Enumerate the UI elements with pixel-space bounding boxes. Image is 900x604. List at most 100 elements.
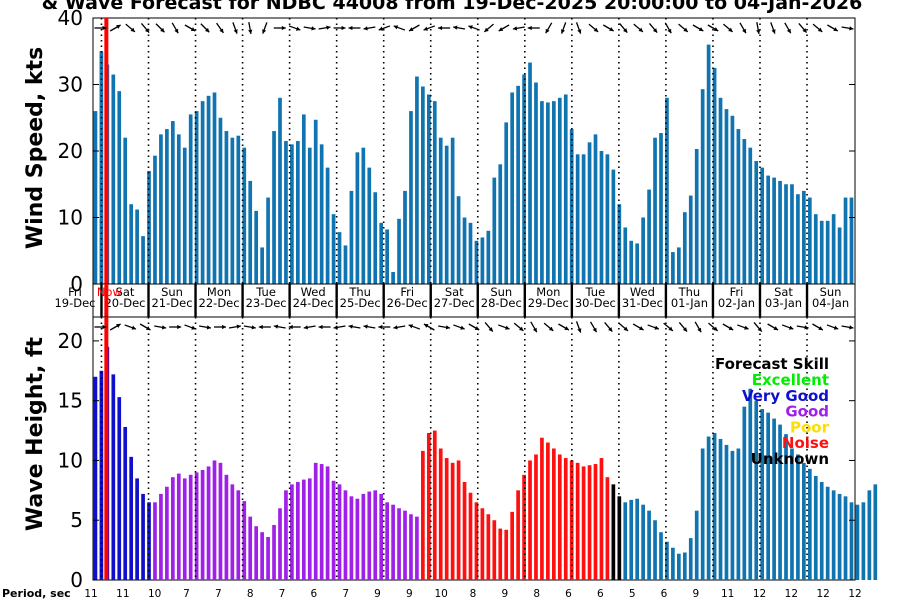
direction-arrow-icon: [243, 325, 256, 330]
wave-bar: [581, 466, 586, 580]
wave-bar: [397, 508, 401, 580]
legend-entry: Good: [785, 403, 829, 421]
date-label: 19-Dec: [54, 296, 95, 310]
wave-bar: [194, 472, 199, 580]
direction-arrow-icon: [678, 23, 689, 33]
wind-bar: [224, 131, 229, 284]
wind-bar: [677, 247, 681, 285]
legend-entry: Noise: [782, 434, 829, 452]
wind-bar: [611, 169, 616, 284]
wave-bar: [831, 490, 836, 580]
direction-arrow-icon: [618, 322, 629, 332]
direction-arrow-icon: [318, 324, 331, 330]
wind-bar: [587, 142, 592, 284]
wind-bar: [766, 175, 770, 284]
y-tick-label: 5: [70, 508, 83, 532]
wind-bar: [266, 197, 270, 284]
wind-bar: [528, 62, 532, 285]
now-marker: [104, 317, 109, 580]
wave-bar: [718, 438, 723, 580]
wind-bar: [212, 92, 217, 284]
day-of-week-label: Sun: [161, 285, 183, 299]
wind-bar: [474, 240, 479, 285]
date-label: 27-Dec: [434, 296, 475, 310]
wave-height-axis-label: Wave Height, ft: [23, 336, 48, 531]
wind-bar: [772, 177, 776, 284]
wave-bar: [450, 462, 455, 580]
direction-arrow-icon: [678, 321, 688, 333]
wind-bar: [421, 86, 425, 284]
wind-bar: [367, 167, 372, 285]
wave-bar: [504, 529, 509, 580]
wind-bar: [182, 147, 187, 284]
direction-arrow-icon: [739, 22, 747, 34]
day-boundary-tick: [711, 284, 715, 317]
wind-bar: [849, 197, 854, 284]
direction-arrow-icon: [393, 25, 406, 31]
day-boundary-tick: [429, 284, 432, 317]
direction-arrow-icon: [619, 22, 628, 34]
wave-bar: [165, 486, 169, 580]
direction-arrow-icon: [214, 324, 226, 330]
wave-bar: [784, 434, 788, 580]
wind-bar: [813, 214, 818, 285]
day-of-week-label: Thu: [678, 285, 701, 299]
wind-bar: [111, 74, 116, 284]
direction-arrow-icon: [812, 23, 823, 33]
wave-bar: [444, 458, 449, 580]
direction-arrow-icon: [558, 323, 570, 331]
wave-bar: [671, 547, 675, 580]
direction-arrow-icon: [333, 325, 346, 330]
date-label: 04-Jan: [812, 296, 849, 310]
wave-bar: [724, 444, 729, 580]
wind-bar: [462, 217, 467, 284]
wind-bar: [194, 111, 199, 284]
wind-bar: [522, 74, 526, 284]
wave-bar: [462, 481, 467, 580]
wind-bar: [385, 229, 389, 284]
direction-arrow-icon: [543, 322, 554, 332]
wave-bar: [748, 388, 753, 580]
direction-arrow-icon: [94, 25, 107, 31]
wind-bar: [629, 240, 634, 285]
wind-bar: [426, 94, 431, 284]
wave-bar: [170, 477, 175, 580]
day-boundary-tick: [523, 284, 526, 317]
wind-bar: [432, 101, 437, 285]
direction-arrow-icon: [139, 323, 151, 331]
period-value: 9: [374, 588, 381, 600]
period-value: 8: [470, 588, 477, 600]
wave-bar: [498, 528, 503, 580]
direction-arrow-icon: [109, 24, 121, 32]
wave-bar: [415, 516, 419, 580]
wave-bar: [99, 370, 104, 580]
day-of-week-label: Sat: [774, 285, 793, 299]
direction-arrow-icon: [602, 24, 614, 32]
direction-arrow-icon: [378, 324, 391, 330]
wave-bar: [837, 493, 842, 580]
wind-bar: [575, 154, 580, 284]
day-of-week-label: Sun: [490, 285, 512, 299]
wave-bar: [474, 502, 479, 580]
wave-bar: [361, 493, 366, 580]
direction-arrow-icon: [589, 321, 598, 333]
day-of-week-label: Sat: [116, 285, 135, 299]
wave-bar: [742, 406, 747, 580]
wave-bar: [230, 484, 235, 580]
wind-bar: [123, 137, 128, 284]
direction-arrow-icon: [303, 26, 316, 31]
wind-bar: [843, 197, 848, 284]
date-label: 25-Dec: [340, 296, 381, 310]
wind-bar: [498, 164, 503, 284]
wind-bar: [290, 144, 294, 284]
wave-bar: [349, 496, 354, 580]
period-value: 7: [279, 588, 286, 600]
wind-bar: [409, 111, 413, 284]
direction-arrow-icon: [498, 24, 510, 32]
wave-bar: [456, 460, 461, 580]
wind-bar: [730, 115, 735, 284]
wind-bar: [516, 85, 520, 284]
direction-arrow-icon: [154, 325, 167, 330]
wind-bar: [450, 137, 455, 284]
